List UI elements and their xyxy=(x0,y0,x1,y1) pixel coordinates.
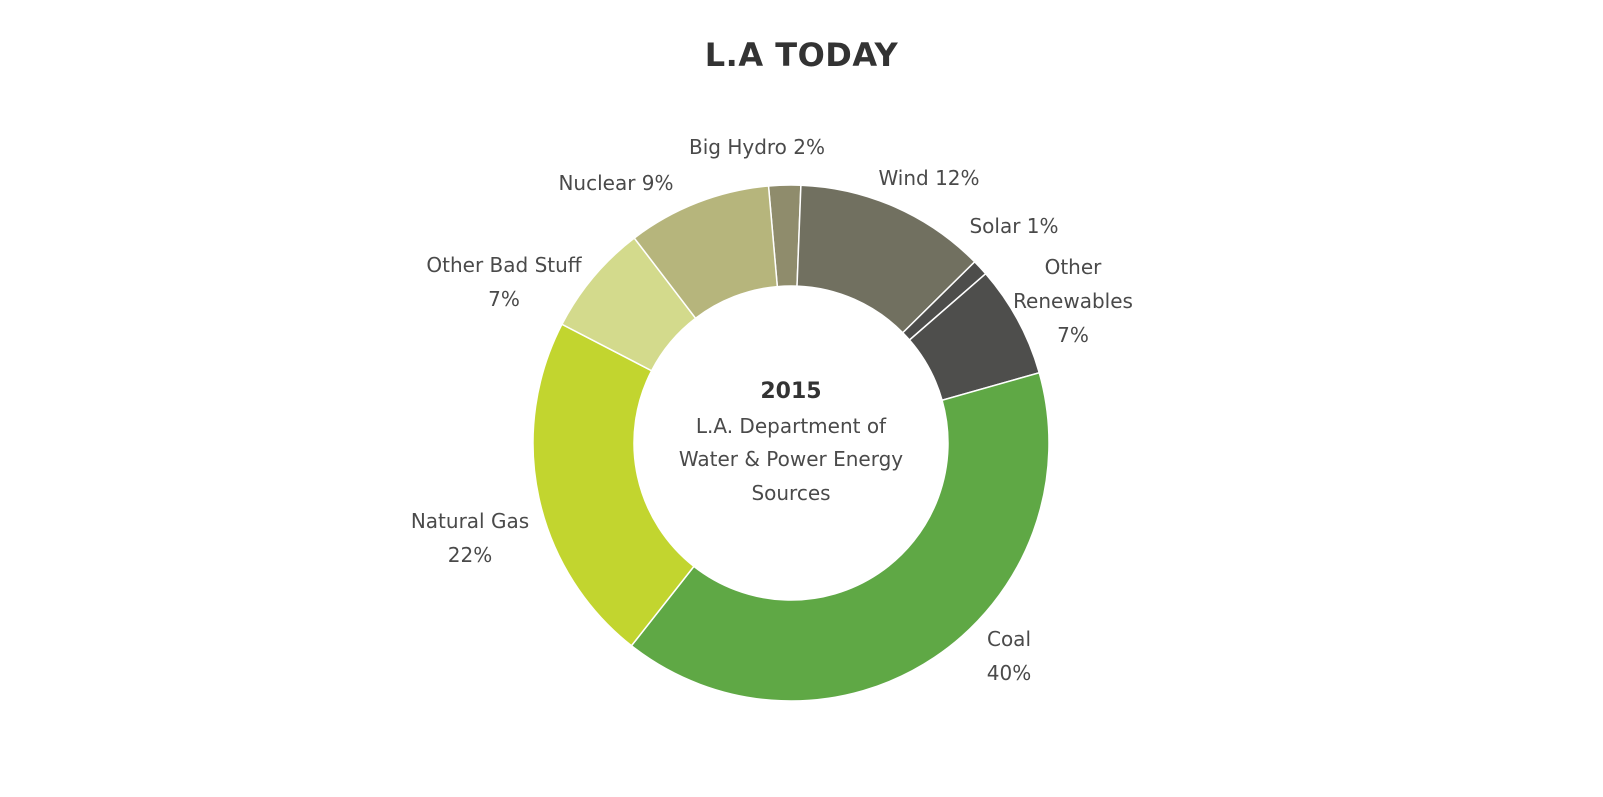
donut-center: 2015 L.A. Department of Water & Power En… xyxy=(679,379,903,505)
label-line: Wind 12% xyxy=(878,166,979,190)
label-coal: Coal 40% xyxy=(987,627,1031,685)
label-line: Nuclear 9% xyxy=(558,171,673,195)
slice-coal xyxy=(630,371,1050,702)
label-big-hydro: Big Hydro 2% xyxy=(689,135,825,159)
label-line: Renewables xyxy=(1013,289,1133,313)
center-line-3: Sources xyxy=(751,481,830,505)
label-line: 22% xyxy=(448,543,492,567)
slice-natural-gas xyxy=(532,323,695,647)
label-line: Natural Gas xyxy=(411,509,529,533)
label-line: 7% xyxy=(1057,323,1089,347)
label-other-renewables: Other Renewables 7% xyxy=(1013,255,1133,347)
center-line-1: L.A. Department of xyxy=(696,414,887,438)
chart-title: L.A TODAY xyxy=(704,36,899,74)
label-line: 40% xyxy=(987,661,1031,685)
center-year: 2015 xyxy=(760,379,821,404)
slice-labels: Big Hydro 2% Wind 12% Solar 1% Other Renewab… xyxy=(411,135,1133,685)
label-nuclear: Nuclear 9% xyxy=(558,171,673,195)
center-line-2: Water & Power Energy xyxy=(679,447,903,471)
label-line: Solar 1% xyxy=(969,214,1058,238)
donut-slices xyxy=(532,184,1050,702)
label-solar: Solar 1% xyxy=(969,214,1058,238)
label-line: Other Bad Stuff xyxy=(426,253,582,277)
slice-nuclear xyxy=(633,185,779,320)
label-other-bad-stuff: Other Bad Stuff 7% xyxy=(426,253,582,311)
label-wind: Wind 12% xyxy=(878,166,979,190)
label-line: Big Hydro 2% xyxy=(689,135,825,159)
label-line: 7% xyxy=(488,287,520,311)
label-line: Coal xyxy=(987,627,1031,651)
label-natural-gas: Natural Gas 22% xyxy=(411,509,529,567)
label-line: Other xyxy=(1045,255,1103,279)
